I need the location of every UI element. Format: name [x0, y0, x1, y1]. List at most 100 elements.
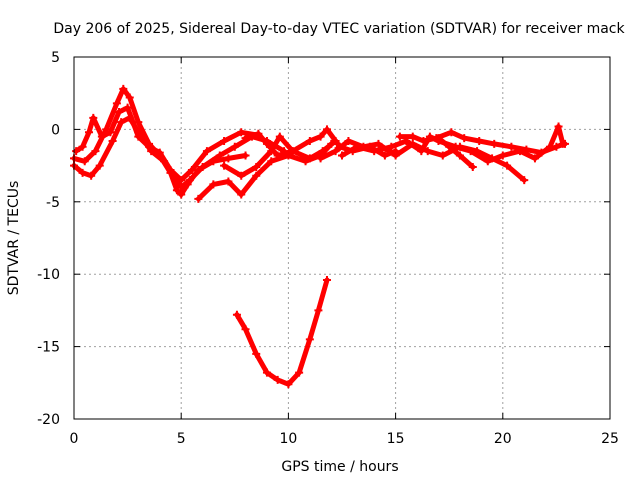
data-point — [215, 151, 224, 160]
data-point — [241, 134, 250, 143]
series-line — [234, 277, 330, 387]
data-point — [522, 145, 531, 154]
data-point — [220, 136, 229, 145]
data-point — [106, 128, 115, 137]
y-tick-label: 0 — [51, 122, 60, 138]
data-point — [520, 176, 529, 185]
data-point — [305, 154, 314, 163]
sat-track-5 — [220, 132, 340, 180]
data-point — [119, 84, 128, 93]
y-tick-label: -20 — [37, 412, 60, 428]
data-point — [447, 128, 456, 137]
data-point — [237, 171, 246, 180]
data-point — [97, 132, 106, 141]
data-point — [387, 142, 396, 151]
data-point — [322, 275, 331, 284]
data-point — [125, 93, 134, 102]
data-point — [395, 132, 404, 141]
y-tick-label: -5 — [46, 195, 60, 211]
x-tick-label: 5 — [177, 431, 186, 447]
y-axis-label: SDTVAR / TECUs — [6, 181, 22, 296]
sat-track-4 — [194, 139, 336, 203]
data-point — [145, 142, 154, 151]
data-point — [305, 136, 314, 145]
data-point — [374, 139, 383, 148]
series-line — [436, 135, 476, 170]
data-point — [220, 161, 229, 170]
x-tick-label: 25 — [601, 431, 619, 447]
data-point — [254, 129, 263, 138]
data-point — [80, 157, 89, 166]
data-point — [155, 148, 164, 157]
data-point — [108, 136, 117, 145]
data-point — [237, 128, 246, 137]
x-axis-label: GPS time / hours — [281, 459, 398, 475]
data-point — [78, 142, 87, 151]
data-point — [134, 132, 143, 141]
data-point — [316, 154, 325, 163]
data-point — [490, 139, 499, 148]
data-point — [344, 136, 353, 145]
data-point — [85, 128, 94, 137]
data-point — [391, 151, 400, 160]
series-line — [195, 141, 334, 202]
data-point — [503, 161, 512, 170]
data-point — [89, 113, 98, 122]
chart-title: Day 206 of 2025, Sidereal Day-to-day VTE… — [53, 21, 625, 37]
data-point — [370, 147, 379, 156]
data-point — [95, 161, 104, 170]
data-point — [134, 118, 143, 127]
data-point — [284, 380, 293, 389]
data-point — [177, 176, 186, 185]
data-point — [72, 147, 81, 156]
data-point — [262, 368, 271, 377]
data-point — [252, 163, 261, 172]
data-point — [267, 157, 276, 166]
data-point — [194, 194, 203, 203]
data-point — [252, 349, 261, 358]
sat-track-11 — [232, 275, 331, 389]
y-tick-label: -15 — [37, 340, 60, 356]
data-point — [483, 157, 492, 166]
data-point — [209, 180, 218, 189]
data-point — [262, 139, 271, 148]
data-point — [185, 176, 194, 185]
data-point — [380, 151, 389, 160]
data-point — [434, 134, 443, 143]
data-point — [530, 154, 539, 163]
data-point — [288, 147, 297, 156]
data-point — [318, 147, 327, 156]
data-point — [419, 136, 428, 145]
data-point — [316, 132, 325, 141]
data-point — [166, 165, 175, 174]
data-point — [252, 171, 261, 180]
data-point — [408, 132, 417, 141]
data-point — [460, 134, 469, 143]
grid-lines — [74, 57, 610, 419]
data-point — [273, 151, 282, 160]
data-point — [338, 151, 346, 160]
y-tick-label: -10 — [37, 267, 60, 283]
axis-ticks: 0 5 10 15 20 25 5 0 -5 -10 -15 -20 — [37, 50, 619, 447]
data-point — [91, 147, 100, 156]
data-point — [554, 122, 563, 131]
data-point — [466, 147, 475, 156]
x-tick-label: 15 — [387, 431, 405, 447]
data-point — [331, 147, 340, 156]
data-point — [117, 118, 126, 127]
x-tick-label: 20 — [494, 431, 512, 447]
data-point — [224, 154, 233, 163]
data-point — [353, 142, 362, 151]
sat-track-9 — [395, 128, 569, 157]
y-tick-label: 5 — [51, 50, 60, 66]
data-point — [241, 151, 250, 160]
data-point — [87, 171, 96, 180]
data-point — [552, 142, 561, 151]
data-point — [177, 183, 186, 192]
data-point — [232, 310, 241, 319]
data-point — [78, 168, 87, 177]
data-point — [468, 163, 477, 172]
data-point — [295, 368, 304, 377]
data-point — [115, 108, 124, 117]
